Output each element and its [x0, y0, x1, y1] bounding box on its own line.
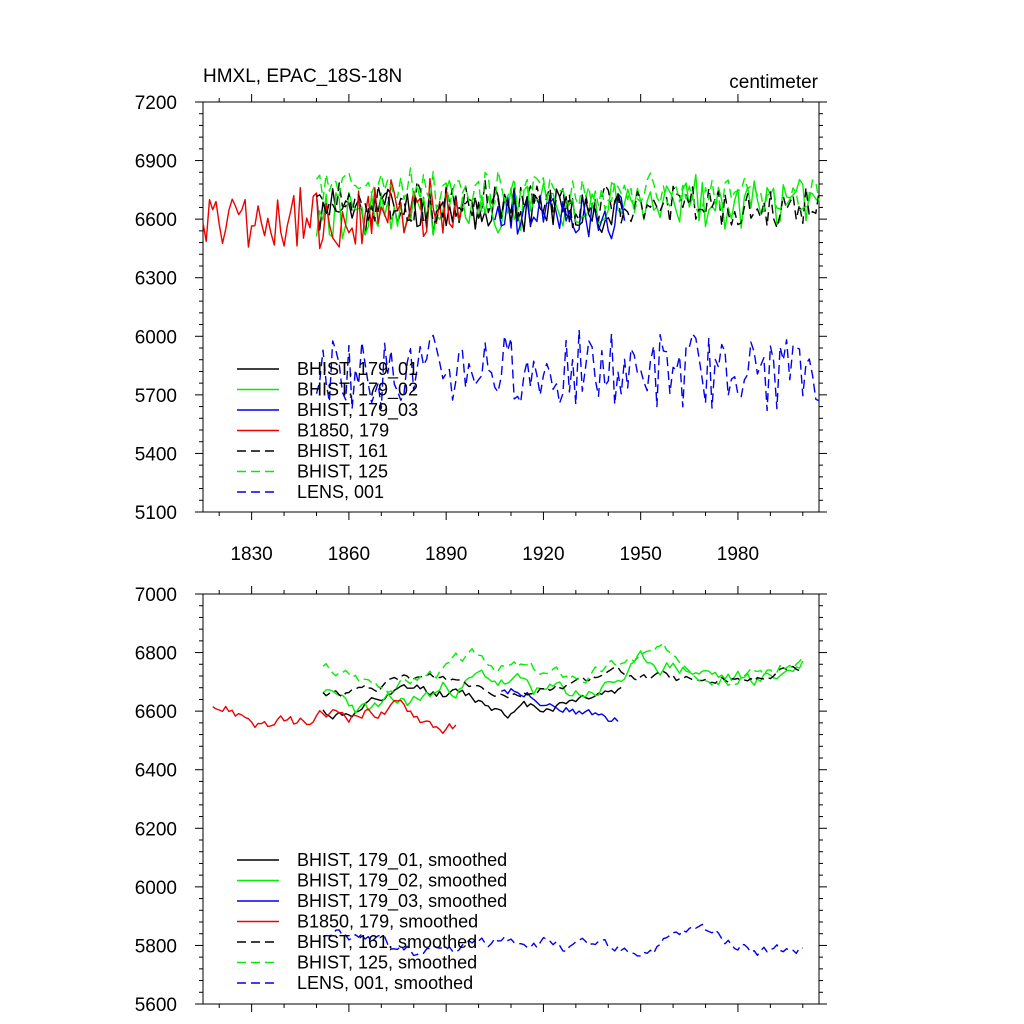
series-line-5	[322, 642, 804, 694]
bottom-panel: 5600 5800 6000 6200 6400 6600 6800 7000 BHIST, …	[135, 585, 827, 1016]
legend-label-1: BHIST, 179_02	[297, 380, 418, 401]
legend-label-0: BHIST, 179_01	[297, 359, 418, 380]
y-tick-label: 5400	[135, 444, 177, 465]
legend-label-2: BHIST, 179_03, smoothed	[297, 891, 507, 912]
series-line-2	[501, 688, 619, 722]
series-line-0	[322, 684, 622, 720]
legend-label-1: BHIST, 179_02, smoothed	[297, 871, 507, 892]
series-line-4	[316, 179, 820, 229]
legend-label-4: BHIST, 161, smoothed	[297, 932, 477, 952]
series-line-6	[315, 329, 820, 412]
series-line-4	[322, 665, 804, 699]
top-panel: HMXL, EPAC_18S-18N centimeter 5100 5400 57…	[135, 66, 827, 565]
y-tick-label: 7200	[135, 93, 177, 114]
top-series-lines	[202, 167, 820, 412]
legend-label-5: BHIST, 125	[297, 462, 388, 482]
y-tick-label: 6300	[135, 269, 177, 290]
legend-label-2: BHIST, 179_03	[297, 400, 418, 421]
y-tick-label: 5800	[135, 936, 177, 957]
y-tick-label: 6900	[135, 152, 177, 173]
x-tick-label: 1890	[425, 544, 467, 565]
series-line-5	[315, 167, 820, 215]
top-ticks	[195, 94, 827, 520]
top-panel-units: centimeter	[729, 72, 818, 93]
y-tick-label: 6600	[135, 702, 177, 723]
y-tick-label: 5600	[135, 995, 177, 1016]
top-y-tick-labels: 5100 5400 5700 6000 6300 6600 6900 7200	[135, 93, 177, 524]
y-tick-label: 5700	[135, 386, 177, 407]
bottom-series-lines	[212, 642, 804, 957]
bottom-ticks	[195, 586, 827, 1012]
x-tick-label: 1980	[717, 544, 759, 565]
series-line-2	[494, 192, 626, 240]
y-tick-label: 6800	[135, 644, 177, 665]
y-tick-label: 7000	[135, 585, 177, 606]
x-tick-label: 1860	[328, 544, 370, 565]
y-tick-label: 6200	[135, 819, 177, 840]
y-tick-label: 6600	[135, 210, 177, 231]
legend-label-4: BHIST, 161	[297, 441, 388, 461]
y-tick-label: 5100	[135, 503, 177, 524]
x-tick-label: 1950	[620, 544, 662, 565]
y-tick-label: 6400	[135, 761, 177, 782]
series-line-3	[212, 699, 457, 734]
top-x-tick-labels: 1830 1860 1890 1920 1950 1980	[230, 544, 759, 565]
legend-label-5: BHIST, 125, smoothed	[297, 953, 477, 973]
top-plot-frame	[202, 101, 820, 513]
x-tick-label: 1920	[522, 544, 564, 565]
series-line-3	[202, 178, 464, 250]
series-line-1	[322, 650, 804, 714]
y-tick-label: 6000	[135, 878, 177, 899]
series-line-6	[322, 923, 803, 957]
y-tick-label: 6000	[135, 327, 177, 348]
bottom-y-tick-labels: 5600 5800 6000 6200 6400 6600 6800 7000	[135, 585, 177, 1016]
top-panel-title: HMXL, EPAC_18S-18N	[203, 66, 402, 87]
legend-label-3: B1850, 179, smoothed	[297, 912, 478, 932]
legend-label-3: B1850, 179	[297, 421, 389, 441]
x-tick-label: 1830	[230, 544, 272, 565]
legend-label-0: BHIST, 179_01, smoothed	[297, 850, 507, 871]
legend-label-6: LENS, 001	[297, 482, 384, 502]
legend-label-6: LENS, 001, smoothed	[297, 973, 473, 993]
